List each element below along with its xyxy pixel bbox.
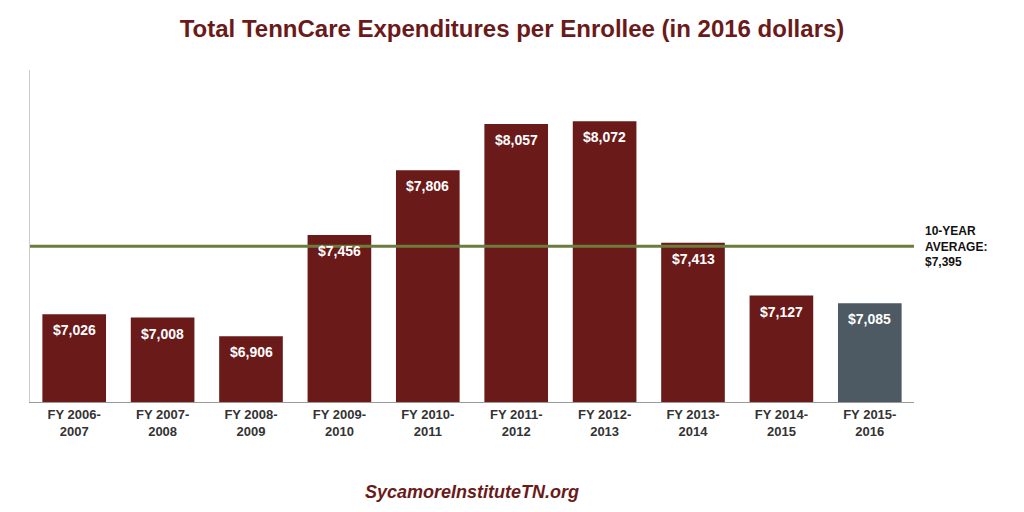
svg-text:FY 2013-2014: FY 2013-2014 bbox=[666, 407, 719, 439]
svg-text:$8,072: $8,072 bbox=[583, 129, 626, 145]
svg-text:10-YEARAVERAGE:$7,395: 10-YEARAVERAGE:$7,395 bbox=[925, 224, 987, 269]
svg-text:Total TennCare Expenditures pe: Total TennCare Expenditures per Enrollee… bbox=[180, 15, 845, 42]
svg-text:$6,906: $6,906 bbox=[230, 344, 273, 360]
svg-text:$7,806: $7,806 bbox=[406, 178, 449, 194]
svg-text:FY 2015-2016: FY 2015-2016 bbox=[843, 407, 896, 439]
svg-text:$7,127: $7,127 bbox=[760, 304, 803, 320]
svg-text:$8,057: $8,057 bbox=[495, 132, 538, 148]
svg-text:FY 2009-2010: FY 2009-2010 bbox=[313, 407, 366, 439]
svg-text:$7,026: $7,026 bbox=[53, 322, 96, 338]
svg-text:SycamoreInstituteTN.org: SycamoreInstituteTN.org bbox=[365, 482, 579, 502]
svg-text:$7,413: $7,413 bbox=[672, 251, 715, 267]
svg-text:FY 2014-2015: FY 2014-2015 bbox=[755, 407, 808, 439]
svg-text:FY 2007-2008: FY 2007-2008 bbox=[136, 407, 189, 439]
svg-text:FY 2011-2012: FY 2011-2012 bbox=[490, 407, 543, 439]
svg-text:FY 2008-2009: FY 2008-2009 bbox=[224, 407, 277, 439]
svg-text:$7,085: $7,085 bbox=[848, 311, 891, 327]
svg-text:FY 2010-2011: FY 2010-2011 bbox=[401, 407, 454, 439]
svg-text:$7,008: $7,008 bbox=[141, 326, 184, 342]
svg-text:FY 2012-2013: FY 2012-2013 bbox=[578, 407, 631, 439]
svg-text:FY 2006-2007: FY 2006-2007 bbox=[48, 407, 101, 439]
svg-text:$7,456: $7,456 bbox=[318, 243, 361, 259]
